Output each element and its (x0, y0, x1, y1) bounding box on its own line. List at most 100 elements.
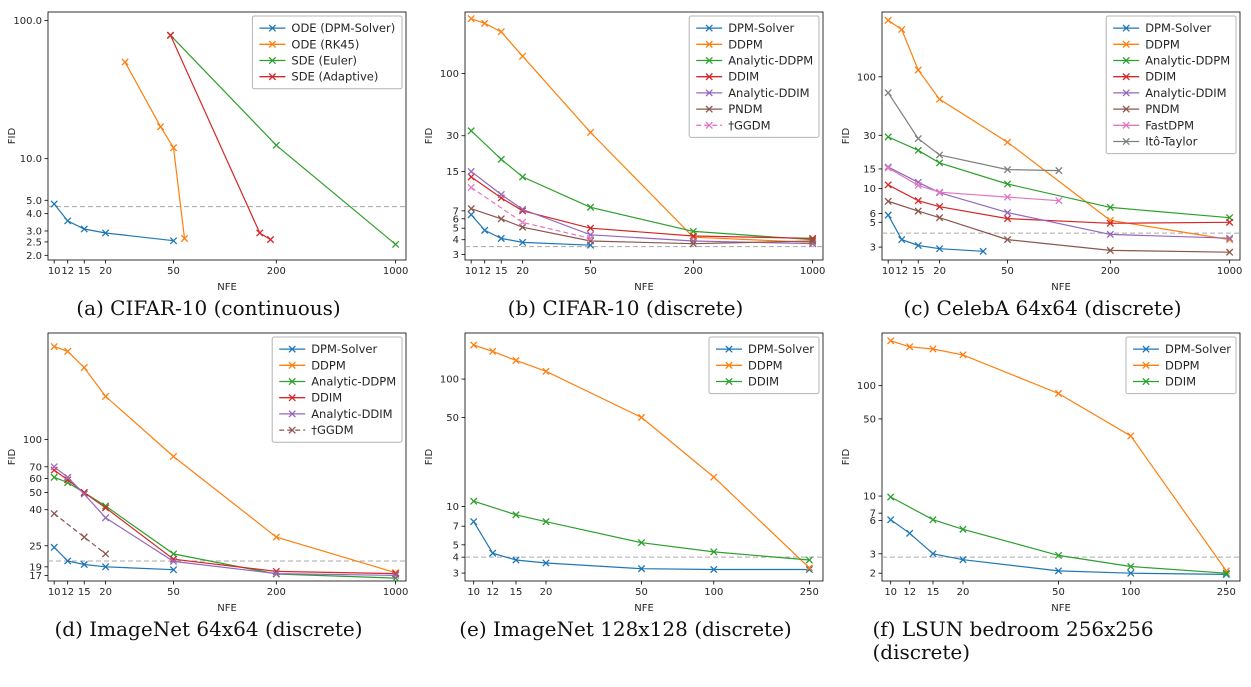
svg-text:200: 200 (266, 587, 285, 598)
svg-text:12: 12 (478, 266, 491, 277)
svg-text:DDPM: DDPM (311, 359, 346, 373)
svg-text:100: 100 (1121, 587, 1140, 598)
svg-text:30: 30 (863, 131, 876, 142)
svg-text:FastDPM: FastDPM (1145, 118, 1194, 132)
svg-text:10: 10 (47, 266, 60, 277)
svg-text:DPM-Solver: DPM-Solver (748, 342, 814, 356)
svg-text:2.5: 2.5 (26, 237, 42, 248)
svg-text:50: 50 (863, 415, 876, 426)
svg-text:15: 15 (446, 167, 459, 178)
svg-text:5: 5 (869, 218, 875, 229)
svg-text:1000: 1000 (1216, 266, 1241, 277)
svg-text:100: 100 (439, 375, 458, 386)
svg-text:2.0: 2.0 (26, 251, 42, 262)
svg-text:FID: FID (841, 128, 852, 145)
figure-imagenet128: 10 12 15 20 50 100 250 3 4 5 7 10 50 100 NFE FID DPM-Sol… (417, 325, 834, 669)
chart-celeba: 10 12 15 20 50 200 1000356101530100NFEFIDDPM-S… (841, 11, 1242, 293)
svg-text:Analytic-DDPM: Analytic-DDPM (311, 375, 396, 389)
figure-celeba: 10 12 15 20 50 200 1000 3 5 6 10 15 30 100 NFE FID DPM-S… (834, 4, 1251, 325)
svg-text:20: 20 (956, 587, 969, 598)
svg-text:NFE: NFE (217, 603, 237, 614)
svg-text:7: 7 (869, 509, 875, 520)
charts-grid: 10 12 15 20 50 200 1000 2.0 2.5 3.0 4.0 5.0 10.0 100.… (0, 4, 1251, 669)
svg-text:30: 30 (446, 131, 459, 142)
svg-text:19: 19 (29, 563, 42, 574)
chart-imagenet128: 10 12 15 20 50 100 250 3 45 7 10 50 100 NFE FID DPM-Sol… (424, 332, 823, 614)
svg-text:10: 10 (467, 587, 480, 598)
svg-text:4: 4 (452, 553, 458, 564)
caption-celeba: (c) CelebA 64x64 (discrete) (903, 296, 1182, 320)
caption-lsun-bedroom: (f) LSUN bedroom 256x256 (discrete) (872, 617, 1154, 664)
figure-cifar10-discrete: 10 12 15 20 50 200 1000 3 4 5 6 7 15 30 100 NFE FID DPM-S… (417, 4, 834, 325)
svg-text:DDIM: DDIM (748, 375, 779, 389)
svg-text:Analytic-DDIM: Analytic-DDIM (728, 86, 809, 100)
svg-text:SDE (Euler): SDE (Euler) (291, 54, 357, 68)
figure-imagenet64: 10 12 15 20 50 200 1000 17 19 25 40 50 60 70 100 NFE FID… (0, 325, 417, 669)
svg-text:DDPM: DDPM (728, 37, 763, 51)
svg-text:†GGDM: †GGDM (728, 118, 770, 132)
svg-text:5: 5 (452, 224, 458, 235)
svg-text:1000: 1000 (382, 587, 407, 598)
svg-text:10: 10 (464, 266, 477, 277)
svg-text:DPM-Solver: DPM-Solver (311, 342, 377, 356)
svg-text:15: 15 (911, 266, 924, 277)
svg-text:100: 100 (856, 382, 875, 393)
svg-text:7: 7 (452, 522, 458, 533)
svg-text:NFE: NFE (1051, 282, 1071, 293)
svg-text:Analytic-DDPM: Analytic-DDPM (728, 54, 813, 68)
svg-text:FID: FID (424, 128, 435, 145)
svg-text:50: 50 (635, 587, 648, 598)
svg-text:FID: FID (424, 449, 435, 466)
svg-text:DPM-Solver: DPM-Solver (1145, 21, 1211, 35)
svg-text:12: 12 (61, 266, 74, 277)
svg-text:DDPM: DDPM (1145, 37, 1180, 51)
chart-lsun-bedroom: 10 12 15 20 50 100 250 2 3 67 10 50 100 NFE FID DPM-Sol… (841, 332, 1240, 614)
svg-text:DPM-Solver: DPM-Solver (1165, 342, 1231, 356)
figure-lsun-bedroom: 10 12 15 20 50 100 250 2 3 6 7 10 50 100 NFE FID DPM-Sol… (834, 325, 1251, 669)
svg-text:20: 20 (539, 587, 552, 598)
figure-cifar10-continuous: 10 12 15 20 50 200 1000 2.0 2.5 3.0 4.0 5.0 10.0 100.… (0, 4, 417, 325)
svg-text:ODE (DPM-Solver): ODE (DPM-Solver) (291, 21, 395, 35)
svg-text:3: 3 (452, 569, 458, 580)
svg-text:25: 25 (29, 542, 42, 553)
svg-text:ODE (RK45): ODE (RK45) (291, 37, 359, 51)
svg-text:50: 50 (29, 488, 42, 499)
svg-text:FID: FID (7, 449, 18, 466)
svg-text:5.0: 5.0 (26, 196, 42, 207)
chart-cifar10-discrete: 10 12 15 20 50 200 1000345671530100NFEFIDDPM-S… (424, 11, 825, 293)
svg-text:Itô-Taylor: Itô-Taylor (1145, 135, 1197, 149)
svg-text:DDPM: DDPM (748, 359, 783, 373)
svg-text:60: 60 (29, 474, 42, 485)
svg-text:7: 7 (452, 206, 458, 217)
svg-text:100.0: 100.0 (13, 16, 42, 27)
svg-text:4: 4 (452, 235, 458, 246)
svg-text:12: 12 (486, 587, 499, 598)
svg-text:4.0: 4.0 (26, 209, 42, 220)
svg-text:15: 15 (77, 266, 90, 277)
svg-text:10: 10 (881, 266, 894, 277)
svg-text:NFE: NFE (634, 603, 654, 614)
svg-text:3.0: 3.0 (26, 226, 42, 237)
svg-text:20: 20 (99, 266, 112, 277)
caption-imagenet128: (e) ImageNet 128x128 (discrete) (459, 617, 792, 642)
svg-text:3: 3 (452, 250, 458, 261)
svg-text:10: 10 (863, 492, 876, 503)
svg-text:50: 50 (446, 413, 459, 424)
caption-cifar10-discrete: (b) CIFAR-10 (discrete) (507, 296, 744, 320)
svg-text:15: 15 (509, 587, 522, 598)
svg-text:15: 15 (77, 587, 90, 598)
svg-text:20: 20 (516, 266, 529, 277)
svg-text:12: 12 (903, 587, 916, 598)
svg-text:5: 5 (452, 541, 458, 552)
svg-text:200: 200 (683, 266, 702, 277)
svg-text:6: 6 (452, 214, 458, 225)
svg-text:Analytic-DDIM: Analytic-DDIM (311, 407, 392, 421)
svg-text:DDIM: DDIM (728, 70, 759, 84)
svg-text:200: 200 (1100, 266, 1119, 277)
svg-text:PNDM: PNDM (1145, 102, 1179, 116)
svg-text:DDIM: DDIM (311, 391, 342, 405)
svg-text:20: 20 (99, 587, 112, 598)
svg-text:DDIM: DDIM (1165, 375, 1196, 389)
svg-text:40: 40 (29, 506, 42, 517)
